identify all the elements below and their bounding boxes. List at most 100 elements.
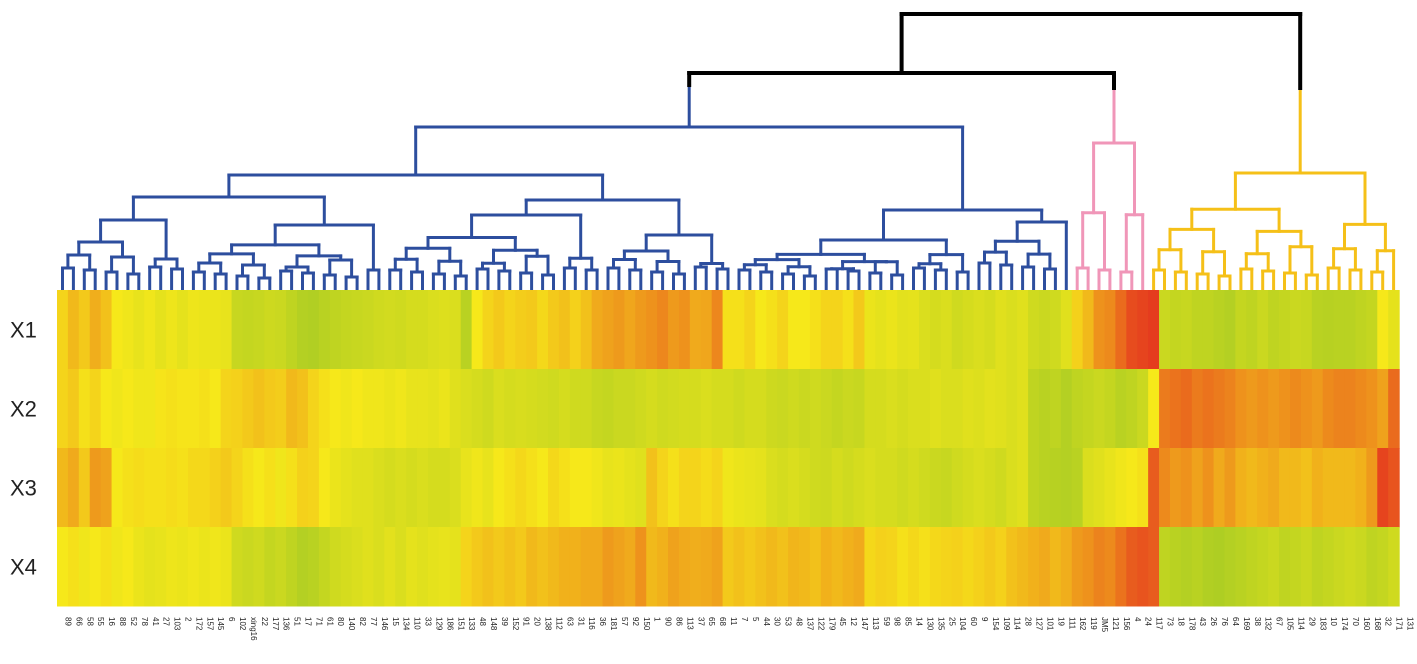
heatmap-cell bbox=[438, 290, 451, 370]
heatmap-cell bbox=[1300, 369, 1313, 449]
heatmap-cell bbox=[973, 369, 986, 449]
heatmap-cell bbox=[777, 448, 789, 528]
heatmap-cell bbox=[122, 448, 134, 528]
heatmap-cell bbox=[602, 527, 615, 607]
heatmap-cell bbox=[231, 290, 244, 370]
heatmap-cell bbox=[722, 527, 735, 607]
column-label: 41 bbox=[151, 617, 160, 626]
column-label: 145 bbox=[216, 617, 225, 631]
heatmap-cell bbox=[1355, 448, 1367, 528]
heatmap-cell bbox=[733, 527, 746, 607]
column-label: 135 bbox=[936, 617, 945, 631]
heatmap-cell bbox=[1104, 527, 1116, 607]
heatmap-cell bbox=[1017, 448, 1029, 528]
heatmap-cell bbox=[940, 369, 953, 449]
heatmap-cell bbox=[1322, 448, 1335, 528]
heatmap-cell bbox=[580, 527, 593, 607]
heatmap-cell bbox=[89, 290, 102, 370]
heatmap-cell bbox=[1344, 448, 1357, 528]
column-label: 132 bbox=[1264, 617, 1273, 631]
heatmap-cell bbox=[908, 369, 920, 449]
heatmap-cell bbox=[307, 527, 320, 607]
heatmap-cell bbox=[537, 290, 549, 370]
heatmap-cell bbox=[111, 369, 124, 449]
heatmap-cell bbox=[646, 527, 658, 607]
heatmap-cell bbox=[962, 448, 975, 528]
column-dendrogram bbox=[61, 12, 1396, 292]
heatmap-cell bbox=[1289, 527, 1302, 607]
column-label: 105 bbox=[1286, 617, 1295, 631]
column-label: 22 bbox=[260, 617, 269, 626]
heatmap-cell bbox=[788, 527, 800, 607]
heatmap-cell bbox=[460, 369, 473, 449]
heatmap-cell bbox=[198, 448, 211, 528]
heatmap-cell bbox=[646, 369, 658, 449]
column-label: 12 bbox=[849, 617, 858, 626]
heatmap-cell bbox=[635, 369, 647, 449]
column-label: 181 bbox=[609, 617, 618, 631]
heatmap-cell bbox=[733, 369, 746, 449]
heatmap-cell bbox=[177, 369, 189, 449]
heatmap-cell bbox=[624, 448, 636, 528]
column-label: 177 bbox=[271, 617, 280, 631]
heatmap-cell bbox=[1355, 290, 1367, 370]
heatmap-cell bbox=[755, 448, 767, 528]
heatmap-cell bbox=[569, 448, 582, 528]
heatmap-cell bbox=[886, 290, 898, 370]
column-label: 160 bbox=[1362, 617, 1371, 631]
heatmap-cell bbox=[918, 290, 931, 370]
heatmap-cell bbox=[1333, 527, 1346, 607]
heatmap-cell bbox=[1311, 448, 1324, 528]
heatmap-cell bbox=[820, 448, 833, 528]
heatmap-cell bbox=[340, 527, 353, 607]
heatmap-cell bbox=[1300, 527, 1313, 607]
row-label: X4 bbox=[10, 555, 37, 580]
column-label: 127 bbox=[1035, 617, 1044, 631]
heatmap-cell bbox=[482, 527, 495, 607]
column-label: 121 bbox=[1111, 617, 1120, 631]
heatmap-cell bbox=[908, 290, 920, 370]
column-label: 89 bbox=[63, 617, 72, 626]
heatmap-cell bbox=[253, 369, 265, 449]
heatmap-cell bbox=[307, 448, 320, 528]
heatmap-cell bbox=[1148, 448, 1160, 528]
heatmap-cell bbox=[635, 290, 647, 370]
column-label: 138 bbox=[544, 617, 553, 631]
heatmap-cell bbox=[711, 369, 724, 449]
column-label: 85 bbox=[904, 617, 913, 626]
heatmap-cell bbox=[100, 369, 113, 449]
heatmap-cell bbox=[886, 448, 898, 528]
heatmap-cell bbox=[1257, 527, 1269, 607]
heatmap-cell bbox=[1377, 290, 1389, 370]
heatmap-cell bbox=[1268, 369, 1280, 449]
heatmap-cell bbox=[744, 290, 756, 370]
heatmap-cell bbox=[678, 448, 691, 528]
heatmap-cell bbox=[1071, 527, 1084, 607]
heatmap-cell bbox=[1006, 448, 1018, 528]
heatmap-cell bbox=[624, 527, 636, 607]
heatmap-cell bbox=[558, 448, 571, 528]
heatmap-cell bbox=[984, 527, 996, 607]
heatmap-cell bbox=[275, 369, 287, 449]
column-label: 53 bbox=[784, 617, 793, 626]
heatmap-cell bbox=[1148, 369, 1160, 449]
heatmap-cell bbox=[89, 369, 102, 449]
heatmap-cell bbox=[613, 527, 625, 607]
heatmap-cell bbox=[504, 369, 516, 449]
column-label: 171 bbox=[1395, 617, 1404, 631]
heatmap-cell bbox=[1366, 527, 1378, 607]
heatmap-cell bbox=[766, 527, 778, 607]
heatmap-cell bbox=[1213, 527, 1226, 607]
column-label: 11 bbox=[729, 617, 738, 626]
heatmap-cell bbox=[209, 448, 222, 528]
column-label: JM5 bbox=[1100, 617, 1109, 633]
heatmap-cell bbox=[798, 448, 811, 528]
heatmap-cell bbox=[286, 369, 298, 449]
heatmap-cell bbox=[231, 369, 244, 449]
heatmap-cell bbox=[253, 527, 265, 607]
heatmap-cell bbox=[1388, 290, 1400, 370]
heatmap-cell bbox=[1060, 448, 1073, 528]
column-label: 16 bbox=[107, 617, 116, 626]
heatmap-cell bbox=[831, 527, 844, 607]
heatmap-cell bbox=[809, 290, 822, 370]
